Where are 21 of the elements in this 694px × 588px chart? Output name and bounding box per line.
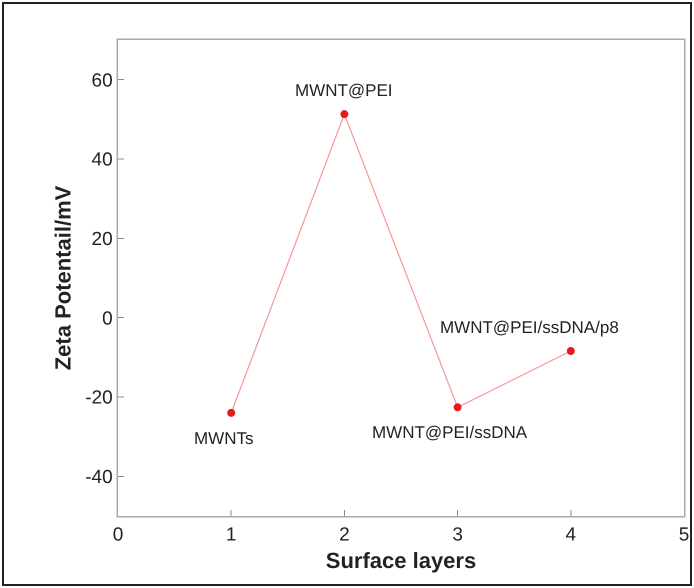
point [340,110,348,118]
x-tick-label: 4 [566,524,577,546]
y-tick-label: 0 [102,308,113,330]
y-tick-label: 40 [92,150,113,171]
y-tick-label: -20 [85,388,113,409]
point [227,408,236,417]
point [454,403,462,412]
y-tick-label: 20 [92,228,113,250]
x-tick-label: 2 [339,524,350,546]
y-tick-label: -40 [85,466,113,488]
annotation: MWNT@PEI [295,81,393,100]
x-tick-label: 1 [226,524,236,546]
x-axis-title: Surface layers [326,548,476,573]
annotation: MWNTs [194,429,254,448]
x-tick-label: 3 [452,524,463,546]
annotation: MWNT@PEI/ssDNA [372,423,528,442]
point [566,346,575,355]
annotation: MWNT@PEI/ssDNA/p8 [440,318,619,337]
y-tick-label: 60 [92,70,113,92]
y-axis-title: Zeta Potentail/mV [50,185,76,370]
x-tick-label: 5 [678,524,690,546]
